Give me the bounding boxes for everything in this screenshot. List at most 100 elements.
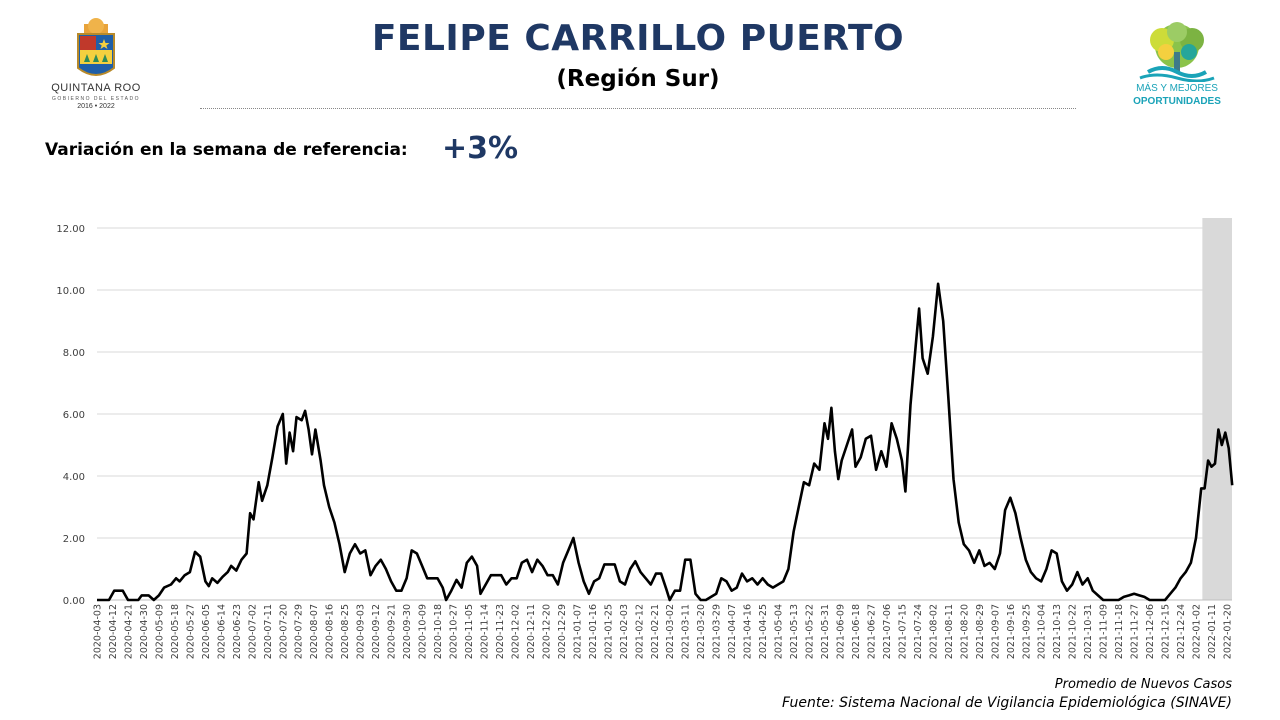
- logo-state-name: QUINTANA ROO: [51, 82, 141, 94]
- x-tick-label: 2021-09-16: [1006, 604, 1017, 659]
- x-tick-label: 2020-09-03: [356, 604, 367, 659]
- y-tick-label: 10.00: [56, 286, 85, 297]
- x-tick-label: 2020-04-30: [139, 604, 150, 659]
- x-tick-label: 2020-07-20: [278, 604, 289, 659]
- x-tick-label: 2020-06-14: [216, 604, 227, 659]
- y-tick-label: 8.00: [63, 348, 85, 359]
- variation-value: +3%: [442, 131, 519, 166]
- x-tick-label: 2020-07-11: [263, 604, 274, 659]
- x-tick-label: 2020-07-02: [247, 604, 258, 659]
- tree-icon: [1139, 22, 1215, 83]
- x-tick-label: 2021-04-07: [727, 604, 738, 659]
- x-tick-label: 2020-04-03: [93, 604, 104, 659]
- x-tick-label: 2021-08-02: [928, 604, 939, 659]
- x-tick-label: 2020-10-27: [449, 604, 460, 659]
- x-tick-label: 2020-04-12: [108, 604, 119, 659]
- grid-lines: [97, 227, 1232, 601]
- x-tick-label: 2020-09-12: [371, 604, 382, 659]
- x-tick-label: 2021-08-20: [959, 604, 970, 659]
- y-axis-ticks: 0.00 2.00 4.00 6.00 8.00 10.00 12.00: [56, 224, 85, 607]
- y-tick-label: 2.00: [63, 534, 85, 545]
- x-tick-label: 2021-03-11: [681, 604, 692, 659]
- x-tick-label: 2022-01-20: [1223, 604, 1234, 659]
- x-tick-label: 2020-10-09: [418, 604, 429, 659]
- series-line-nuevos-casos: [97, 282, 1234, 602]
- variation-label: Variación en la semana de referencia:: [45, 140, 408, 160]
- x-tick-label: 2021-06-09: [836, 604, 847, 659]
- series-caption: Promedio de Nuevos Casos: [1054, 677, 1232, 692]
- x-tick-label: 2021-02-21: [650, 604, 661, 659]
- x-tick-label: 2021-06-27: [866, 604, 877, 659]
- source-caption: Fuente: Sistema Nacional de Vigilancia E…: [782, 695, 1232, 711]
- x-tick-label: 2021-05-04: [774, 604, 785, 659]
- y-tick-label: 0.00: [63, 596, 85, 607]
- oportunidades-logo: MÁS Y MEJORES OPORTUNIDADES: [1126, 22, 1228, 114]
- x-tick-label: 2020-06-05: [201, 604, 212, 659]
- x-tick-label: 2020-05-09: [154, 604, 165, 659]
- x-tick-label: 2021-06-18: [851, 604, 862, 659]
- x-tick-label: 2021-08-11: [944, 604, 955, 659]
- x-tick-label: 2021-01-07: [572, 604, 583, 659]
- x-tick-label: 2021-05-13: [789, 604, 800, 659]
- x-tick-label: 2021-07-15: [897, 604, 908, 659]
- x-tick-label: 2021-11-18: [1114, 604, 1125, 659]
- x-tick-label: 2020-12-02: [510, 604, 521, 659]
- x-tick-label: 2020-04-21: [123, 604, 134, 659]
- cases-line-chart: 0.00 2.00 4.00 6.00 8.00 10.00 12.00 2020-04-0…: [56, 218, 1234, 659]
- x-tick-label: 2021-04-16: [743, 604, 754, 659]
- x-tick-label: 2021-05-22: [805, 604, 816, 659]
- x-tick-label: 2020-11-14: [479, 604, 490, 659]
- x-tick-label: 2021-03-29: [712, 604, 723, 659]
- x-tick-label: 2020-07-29: [294, 604, 305, 659]
- x-tick-label: 2021-12-24: [1176, 604, 1187, 659]
- x-tick-label: 2021-11-27: [1130, 604, 1141, 659]
- x-tick-label: 2021-01-16: [588, 604, 599, 659]
- x-tick-label: 2020-06-23: [232, 604, 243, 659]
- quintana-roo-logo: QUINTANA ROO GOBIERNO DEL ESTADO 2016 • …: [44, 18, 148, 110]
- x-tick-label: 2022-01-11: [1207, 604, 1218, 659]
- x-tick-label: 2021-09-07: [990, 604, 1001, 659]
- reference-week-highlight: [1202, 218, 1232, 600]
- x-tick-label: 2020-05-27: [185, 604, 196, 659]
- logo-line-2: OPORTUNIDADES: [1133, 96, 1221, 107]
- page-title: FELIPE CARRILLO PUERTO: [371, 18, 905, 59]
- x-tick-label: 2021-08-29: [975, 604, 986, 659]
- x-tick-label: 2021-03-02: [665, 604, 676, 659]
- x-tick-label: 2021-10-22: [1068, 604, 1079, 659]
- x-tick-label: 2020-11-05: [464, 604, 475, 659]
- x-tick-label: 2020-08-07: [309, 604, 320, 659]
- x-tick-label: 2021-10-13: [1052, 604, 1063, 659]
- x-tick-label: 2020-08-25: [340, 604, 351, 659]
- x-tick-label: 2021-01-25: [603, 604, 614, 659]
- x-tick-label: 2020-05-18: [170, 604, 181, 659]
- header-divider: [200, 108, 1076, 109]
- logo-years: 2016 • 2022: [77, 103, 115, 110]
- x-tick-label: 2021-03-20: [696, 604, 707, 659]
- x-tick-label: 2020-12-20: [541, 604, 552, 659]
- x-tick-label: 2021-11-09: [1099, 604, 1110, 659]
- x-tick-label: 2020-09-21: [387, 604, 398, 659]
- x-tick-label: 2021-07-24: [913, 604, 924, 659]
- x-tick-label: 2021-02-03: [619, 604, 630, 659]
- logo-government-label: GOBIERNO DEL ESTADO: [52, 96, 140, 102]
- x-tick-label: 2021-09-25: [1021, 604, 1032, 659]
- x-tick-label: 2020-12-11: [526, 604, 537, 659]
- x-tick-label: 2021-10-31: [1083, 604, 1094, 659]
- x-tick-label: 2020-09-30: [402, 604, 413, 659]
- x-tick-label: 2020-10-18: [433, 604, 444, 659]
- x-tick-label: 2021-12-15: [1161, 604, 1172, 659]
- x-tick-label: 2020-12-29: [557, 604, 568, 659]
- x-tick-label: 2021-07-06: [882, 604, 893, 659]
- x-tick-label: 2020-08-16: [325, 604, 336, 659]
- y-tick-label: 6.00: [63, 410, 85, 421]
- x-tick-label: 2021-12-06: [1145, 604, 1156, 659]
- logo-line-1: MÁS Y MEJORES: [1136, 83, 1218, 94]
- x-tick-label: 2021-02-12: [634, 604, 645, 659]
- x-axis-ticks: 2020-04-03 2020-04-12 2020-04-21 2020-04-30…: [93, 604, 1234, 659]
- x-tick-label: 2020-11-23: [495, 604, 506, 659]
- y-tick-label: 4.00: [63, 472, 85, 483]
- x-tick-label: 2022-01-02: [1192, 604, 1203, 659]
- coat-of-arms-icon: [77, 18, 115, 76]
- page-subtitle: (Región Sur): [556, 66, 720, 92]
- x-tick-label: 2021-05-31: [820, 604, 831, 659]
